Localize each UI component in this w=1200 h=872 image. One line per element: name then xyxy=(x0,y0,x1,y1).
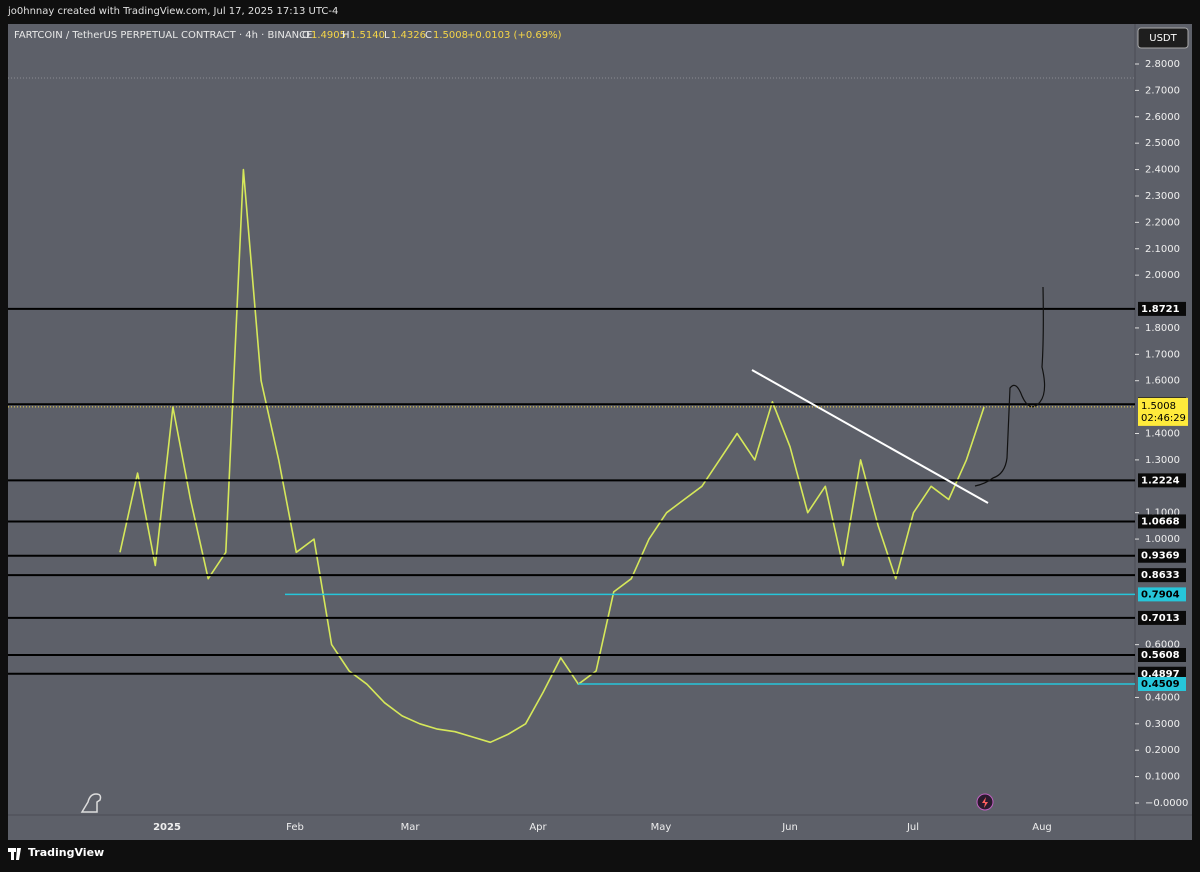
level-label: 1.0668 xyxy=(1141,516,1180,527)
projection-drawing xyxy=(974,286,1046,487)
event-bolt xyxy=(982,797,988,808)
price-tick-label: −0.0000 xyxy=(1145,798,1188,809)
price-tick-label: 2.1000 xyxy=(1145,244,1180,255)
cyan-level-label-bg xyxy=(1138,587,1186,602)
time-label: Jun xyxy=(781,822,798,833)
price-tick-label: 1.6000 xyxy=(1145,376,1180,387)
price-tick-label: 2.4000 xyxy=(1145,165,1180,176)
countdown: 02:46:29 xyxy=(1141,413,1186,424)
o-value: 1.4905 xyxy=(311,30,346,41)
h-key: H xyxy=(342,30,350,41)
price-tick-label: 2.5000 xyxy=(1145,138,1180,149)
c-key: C xyxy=(425,30,432,41)
level-label-bg xyxy=(1138,473,1186,488)
c-value: 1.5008 xyxy=(433,30,468,41)
currency-label[interactable]: USDT xyxy=(1149,33,1177,44)
dino-logo xyxy=(80,793,102,813)
price-tick-label: 2.8000 xyxy=(1145,59,1180,70)
trendline xyxy=(751,369,989,504)
l-value: 1.4326 xyxy=(391,30,426,41)
time-label: Aug xyxy=(1032,822,1052,833)
legend: FARTCOIN / TetherUS PERPETUAL CONTRACT ·… xyxy=(14,30,562,41)
level-label: 0.8633 xyxy=(1141,570,1180,581)
footer-brand: TradingView xyxy=(28,846,104,859)
price-tick-label: 0.1000 xyxy=(1145,772,1180,783)
level-label-bg xyxy=(1138,548,1186,563)
price-tick-label: 1.1000 xyxy=(1145,508,1180,519)
time-label: Jul xyxy=(906,822,919,833)
price-tick-label: 1.8000 xyxy=(1145,323,1180,334)
time-label: 2025 xyxy=(153,822,181,833)
h-value: 1.5140 xyxy=(350,30,385,41)
time-label: May xyxy=(651,822,672,833)
level-label: 1.8721 xyxy=(1141,304,1180,315)
last-price-bg xyxy=(1138,397,1188,426)
footer-logo xyxy=(8,848,21,860)
plot: −0.0000 0.1000 0.2000 0.3000 0.4000 0.6000 1.0… xyxy=(8,59,1188,833)
price-tick-label: 0.4000 xyxy=(1145,692,1180,703)
level-label: 1.2224 xyxy=(1141,475,1180,486)
level-label-bg xyxy=(1138,568,1186,583)
symbol: FARTCOIN / TetherUS PERPETUAL CONTRACT ·… xyxy=(14,30,312,41)
level-label-bg xyxy=(1138,301,1186,316)
level-label-bg xyxy=(1138,514,1186,529)
price-trace xyxy=(119,168,985,744)
change: +0.0103 (+0.69%) xyxy=(467,30,562,41)
last-price: 1.5008 xyxy=(1141,401,1176,412)
price-tick-label: 2.2000 xyxy=(1145,217,1180,228)
level-label: 0.7013 xyxy=(1141,613,1180,624)
cyan-level-label: 0.7904 xyxy=(1141,589,1180,600)
cyan-level-label-bg xyxy=(1138,676,1186,691)
price-tick-label: 0.3000 xyxy=(1145,719,1180,730)
price-tick-label: 2.6000 xyxy=(1145,112,1180,123)
price-tick-label: 0.2000 xyxy=(1145,745,1180,756)
price-tick-label: 1.7000 xyxy=(1145,349,1180,360)
l-key: L xyxy=(384,30,390,41)
cyan-level-label: 0.4509 xyxy=(1141,679,1180,690)
time-label: Apr xyxy=(529,822,547,833)
level-label-bg xyxy=(1138,647,1186,662)
price-tick-label: 1.4000 xyxy=(1145,429,1180,440)
level-label-bg xyxy=(1138,610,1186,625)
price-tick-label: 2.3000 xyxy=(1145,191,1180,202)
price-tick-label: 1.3000 xyxy=(1145,455,1180,466)
header-credit: jo0hnnay created with TradingView.com, J… xyxy=(7,6,338,17)
currency-button[interactable] xyxy=(1137,27,1189,49)
time-label: Mar xyxy=(401,822,421,833)
level-label: 0.9369 xyxy=(1141,551,1180,562)
o-key: O xyxy=(302,30,310,41)
price-tick-label: 0.6000 xyxy=(1145,640,1180,651)
price-tick-label: 2.0000 xyxy=(1145,270,1180,281)
price-tick-label: 2.7000 xyxy=(1145,85,1180,96)
chart-area xyxy=(8,24,1192,840)
price-tick-label: 1.0000 xyxy=(1145,534,1180,545)
level-label: 0.4897 xyxy=(1141,669,1180,680)
time-label: Feb xyxy=(286,822,304,833)
level-label: 0.5608 xyxy=(1141,650,1180,661)
